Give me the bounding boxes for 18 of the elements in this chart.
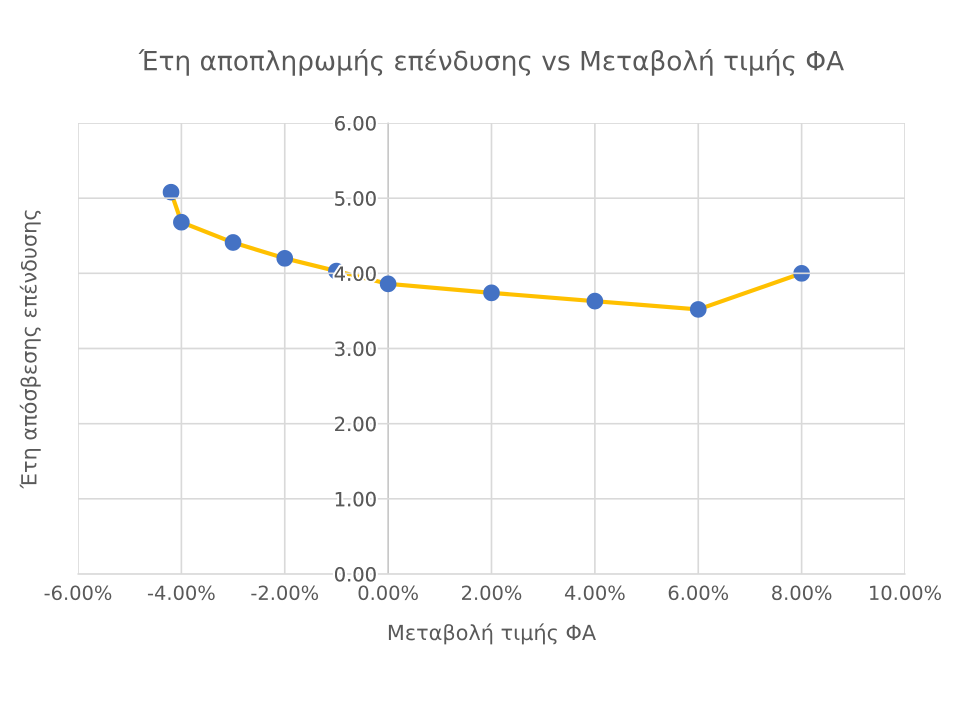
x-tick-label: -6.00%	[44, 585, 112, 600]
y-tick-label: 0.00	[335, 566, 376, 582]
y-tick-label: 2.00	[335, 416, 376, 432]
chart-title: Έτη αποπληρωμής επένδυσης vs Μεταβολή τιμής ΦΑ	[138, 49, 844, 76]
x-tick-label: 6.00%	[668, 585, 728, 600]
x-tick-label: 4.00%	[564, 585, 625, 600]
y-tick-label: 6.00	[335, 116, 376, 131]
x-tick-label: -2.00%	[251, 585, 318, 600]
y-tick-label: 1.00	[336, 492, 376, 506]
x-tick-label: 2.00%	[462, 585, 522, 600]
y-tick-label: 3.00	[335, 341, 376, 356]
x-tick-label: 8.00%	[772, 585, 832, 600]
x-tick-label: -4.00%	[148, 585, 215, 600]
y-axis-title: Έτη απόσβεσης επένδυσης	[20, 210, 41, 489]
x-axis-title: Μεταβολή τιμής ΦΑ	[388, 623, 596, 644]
x-tick-label: 0.00%	[358, 585, 418, 600]
x-tick-label: 10.00%	[870, 585, 941, 600]
y-tick-label: 5.00	[335, 191, 376, 206]
